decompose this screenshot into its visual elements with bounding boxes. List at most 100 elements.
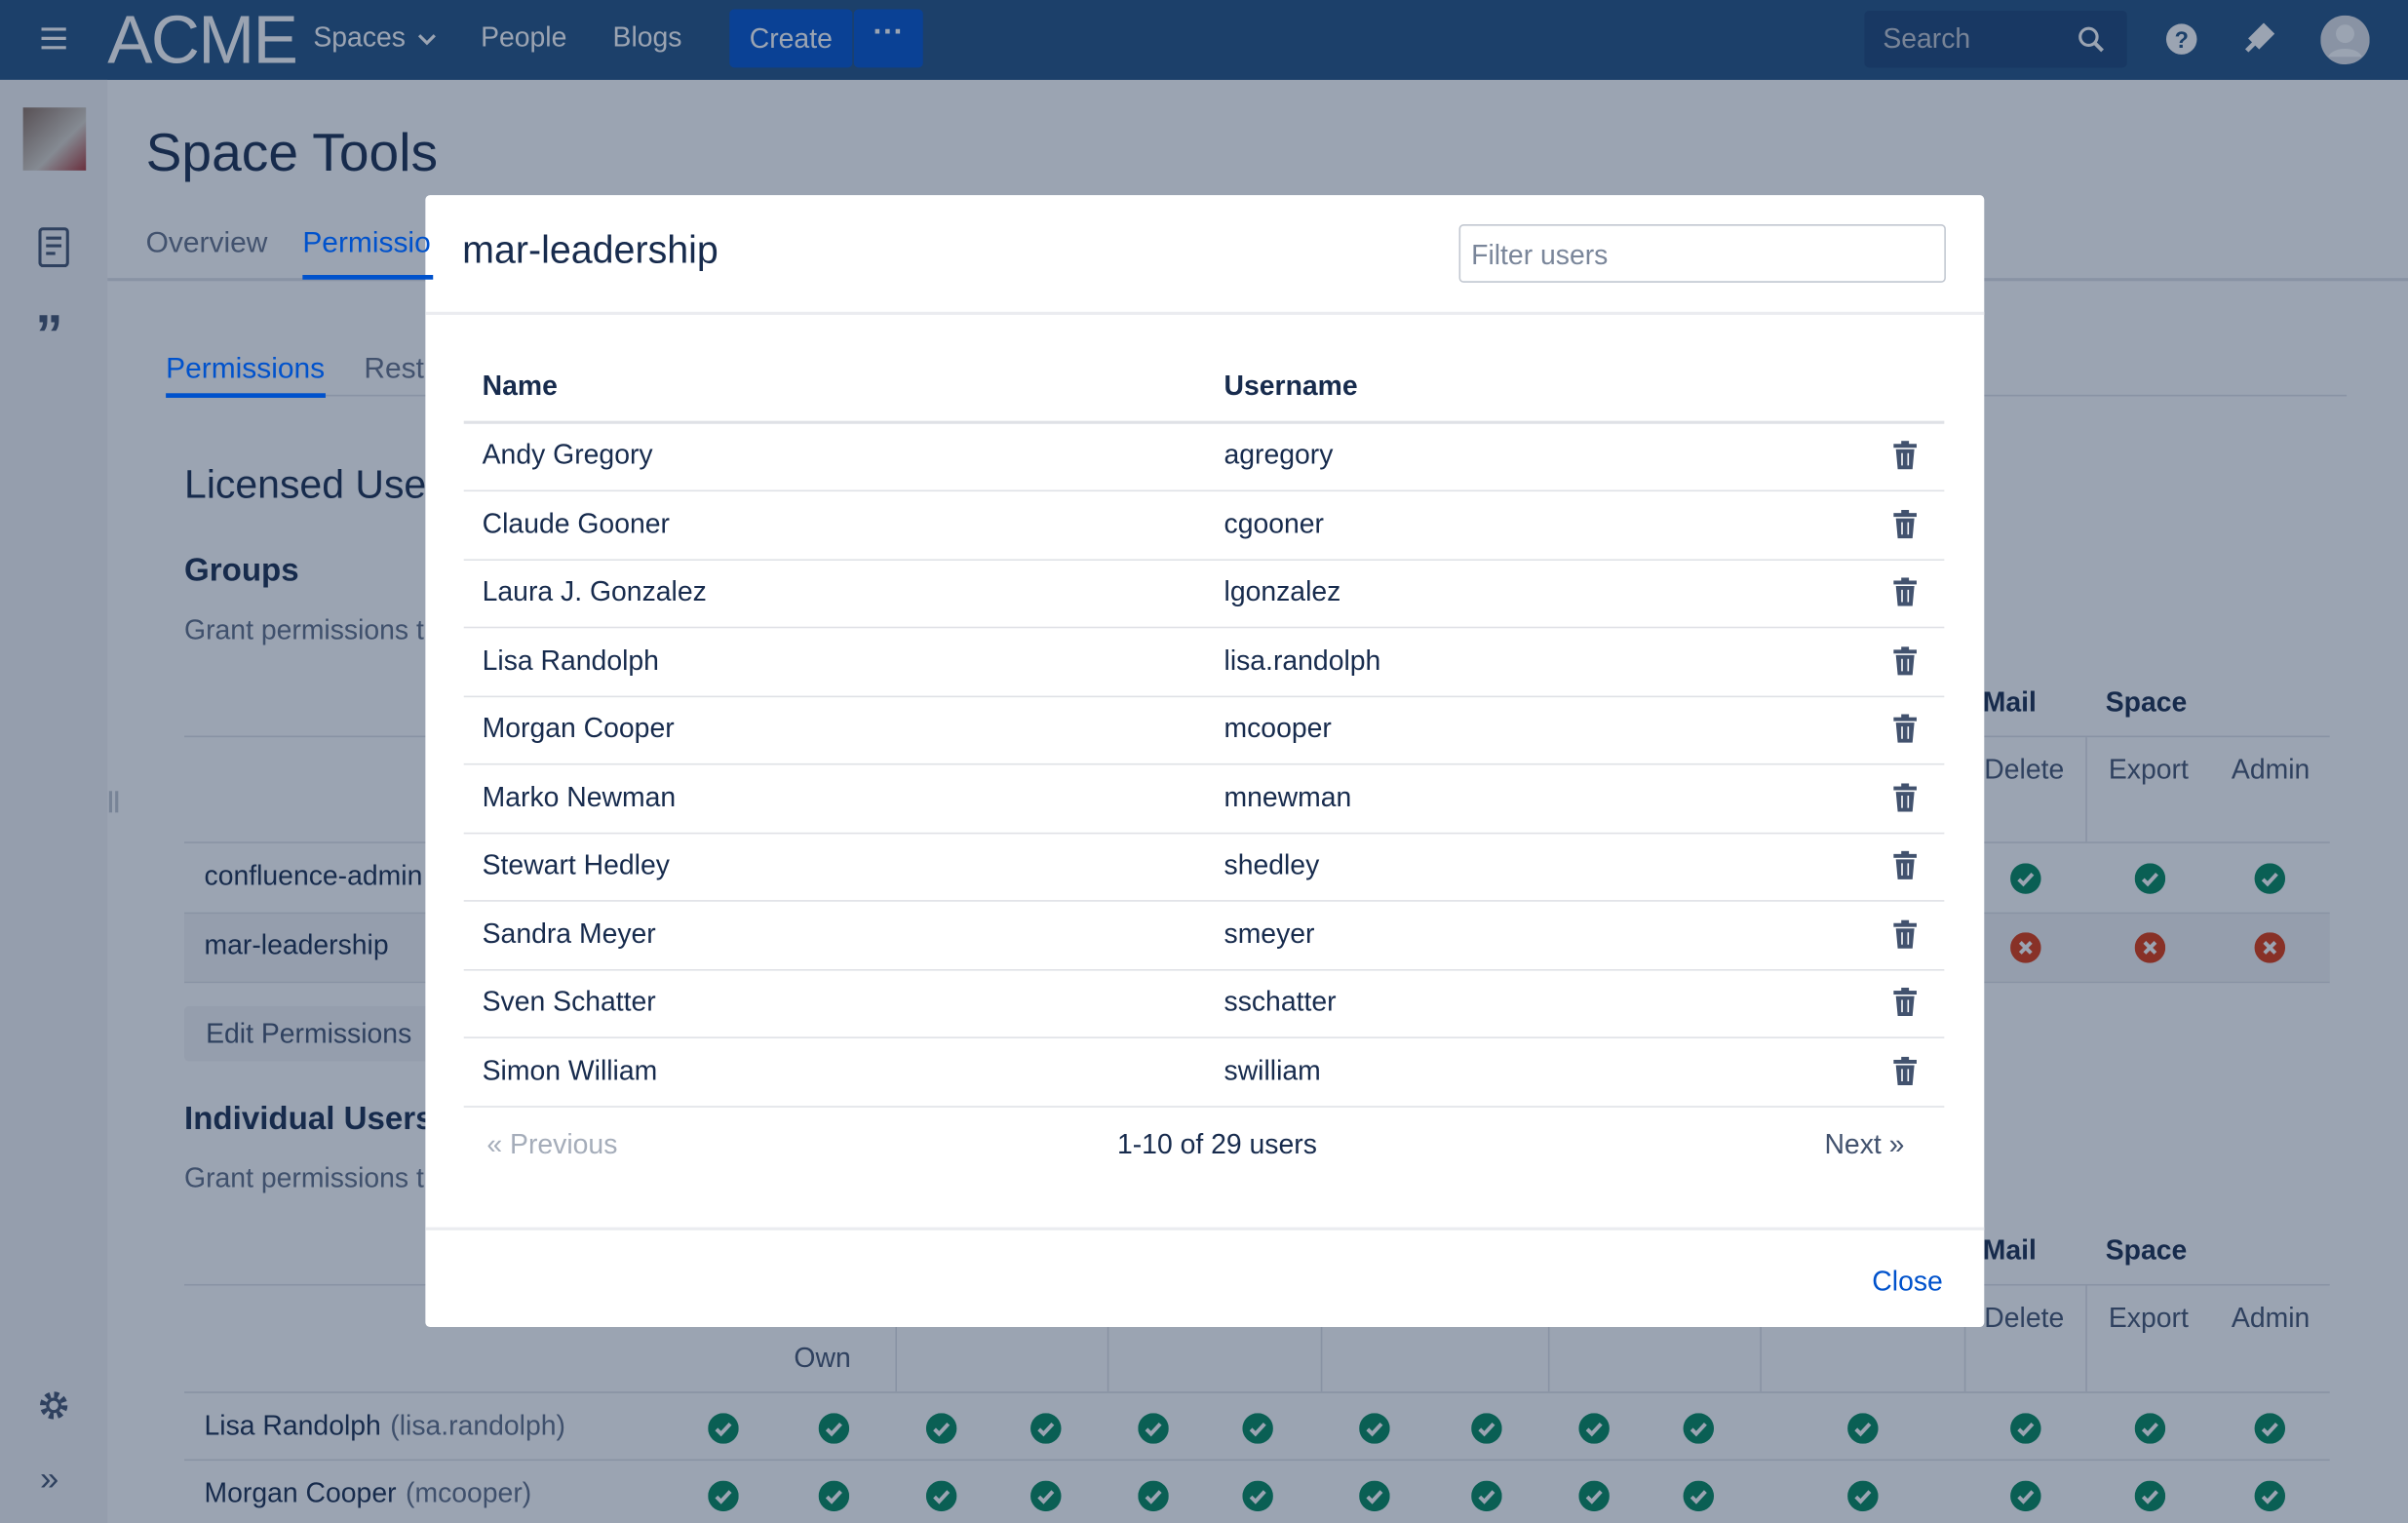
section-title: Licensed User xyxy=(184,460,440,507)
close-button[interactable]: Close xyxy=(1872,1266,1943,1297)
remove-user-button[interactable] xyxy=(1892,645,1919,683)
blog-icon[interactable]: ” xyxy=(35,302,63,366)
name-cell: Sven Schatter xyxy=(482,986,656,1017)
filter-input[interactable]: Filter users xyxy=(1458,223,1946,283)
cross-icon xyxy=(2134,932,2166,970)
row-rule xyxy=(463,968,1945,970)
remove-user-button[interactable] xyxy=(1892,441,1919,478)
column-header: Export xyxy=(2108,1302,2189,1334)
remove-user-button[interactable] xyxy=(1892,782,1919,820)
check-icon xyxy=(1683,1480,1715,1519)
table-rule xyxy=(895,1285,897,1392)
dropdown-caret xyxy=(418,34,436,46)
check-icon xyxy=(2134,863,2166,901)
column-group-header: Mail xyxy=(1982,1234,2037,1267)
filter-placeholder: Filter users xyxy=(1471,239,1609,271)
name-cell: Laura J. Gonzalez xyxy=(482,575,707,607)
cross-icon xyxy=(2010,932,2041,970)
username-cell: swilliam xyxy=(1223,1054,1321,1085)
table-rule xyxy=(184,1391,2330,1393)
edit-permissions-label: Edit Permissions xyxy=(206,1018,412,1049)
group-name: mar-leadership xyxy=(204,929,389,960)
pages-icon[interactable] xyxy=(38,227,69,268)
table-rule xyxy=(1547,1285,1550,1392)
remove-user-button[interactable] xyxy=(1892,577,1919,614)
check-icon xyxy=(818,1413,850,1451)
individual-description: Grant permissions t xyxy=(184,1162,424,1194)
more-button[interactable]: ··· xyxy=(853,9,923,68)
space-avatar[interactable] xyxy=(22,107,87,171)
check-icon xyxy=(1359,1413,1390,1451)
user-username: (lisa.randolph) xyxy=(390,1410,565,1441)
row-rule xyxy=(463,1105,1945,1108)
check-icon xyxy=(1578,1480,1610,1519)
check-icon xyxy=(2010,1480,2041,1519)
tab[interactable]: Permissio xyxy=(302,227,431,260)
dialog-header-divider xyxy=(425,311,1985,315)
notifications-icon[interactable] xyxy=(2242,22,2275,56)
table-rule xyxy=(2085,737,2087,842)
groups-description: Grant permissions t xyxy=(184,614,424,645)
groups-heading: Groups xyxy=(184,553,299,589)
check-icon xyxy=(1242,1480,1273,1519)
remove-user-button[interactable] xyxy=(1892,987,1919,1025)
username-cell: cgooner xyxy=(1223,507,1325,539)
help-icon[interactable]: ? xyxy=(2165,23,2197,56)
create-label: Create xyxy=(749,22,833,55)
expand-icon[interactable]: » xyxy=(39,1459,59,1498)
table-rule xyxy=(1760,1285,1762,1392)
check-icon xyxy=(1359,1480,1390,1519)
menu-icon[interactable] xyxy=(40,26,67,51)
name-cell: Andy Gregory xyxy=(482,439,653,471)
check-icon xyxy=(1242,1413,1273,1451)
tab[interactable]: Overview xyxy=(145,227,268,260)
name-cell: Claude Gooner xyxy=(482,507,670,539)
settings-icon[interactable] xyxy=(37,1388,71,1423)
remove-user-button[interactable] xyxy=(1892,850,1919,888)
user-name: Lisa Randolph xyxy=(204,1410,381,1441)
table-rule xyxy=(1107,1285,1109,1392)
check-icon xyxy=(1030,1413,1062,1451)
nav-item[interactable]: Blogs xyxy=(612,21,682,53)
check-icon xyxy=(1847,1480,1879,1519)
row-rule xyxy=(463,626,1945,629)
name-cell: Sandra Meyer xyxy=(482,918,656,949)
remove-user-button[interactable] xyxy=(1892,714,1919,752)
username-cell: agregory xyxy=(1223,439,1334,471)
create-button[interactable]: Create xyxy=(729,9,853,68)
dialog-title: mar-leadership xyxy=(462,228,719,272)
row-rule xyxy=(463,1036,1945,1038)
subtab[interactable]: Permissions xyxy=(166,353,326,386)
table-rule xyxy=(1320,1285,1323,1392)
check-icon xyxy=(708,1413,739,1451)
previous-label: Previous xyxy=(510,1128,618,1160)
username-cell: smeyer xyxy=(1223,918,1315,949)
subtab[interactable]: Rest xyxy=(364,353,424,386)
column-group-header: Space xyxy=(2105,686,2188,718)
user-row-label: Lisa Randolph (lisa.randolph) xyxy=(205,1410,565,1442)
remove-user-button[interactable] xyxy=(1892,509,1919,546)
row-rule xyxy=(463,694,1945,697)
name-cell: Marko Newman xyxy=(482,781,677,812)
logo[interactable]: ACME xyxy=(107,3,298,79)
next-link[interactable]: Next » xyxy=(1824,1128,1905,1160)
check-icon xyxy=(1683,1413,1715,1451)
avatar[interactable] xyxy=(2320,15,2370,65)
remove-user-button[interactable] xyxy=(1892,918,1919,957)
individual-heading: Individual Users xyxy=(184,1101,434,1137)
column-header: Delete xyxy=(1984,754,2065,785)
column-group-header: Space xyxy=(2105,1234,2188,1267)
row-rule xyxy=(463,762,1945,765)
check-icon xyxy=(2254,863,2286,901)
nav-item[interactable]: People xyxy=(481,21,567,53)
edit-permissions-button[interactable]: Edit Permissions xyxy=(184,1005,434,1062)
remove-user-button[interactable] xyxy=(1892,1056,1919,1093)
check-icon xyxy=(2254,1413,2286,1451)
search-placeholder: Search xyxy=(1883,22,1971,55)
dialog-footer-divider xyxy=(425,1227,1985,1230)
svg-text:?: ? xyxy=(2175,28,2189,54)
nav-item[interactable]: Spaces xyxy=(313,21,436,54)
resize-handle[interactable] xyxy=(108,791,119,813)
row-rule xyxy=(463,900,1945,902)
search-box[interactable]: Search xyxy=(1864,11,2127,68)
